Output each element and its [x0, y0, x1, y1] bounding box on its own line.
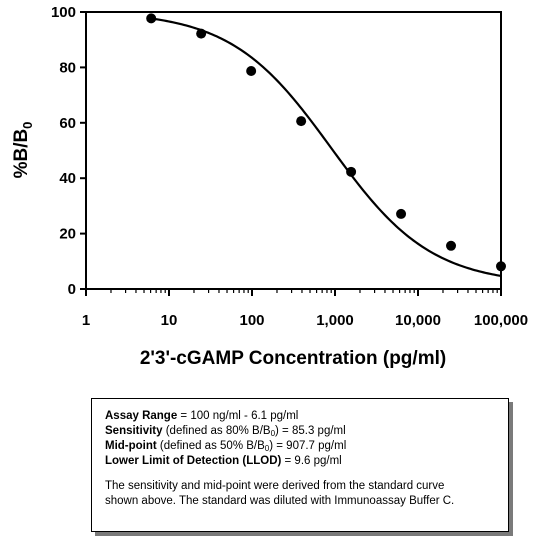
data-point: [446, 240, 457, 251]
x-axis-title: 2'3'-cGAMP Concentration (pg/ml): [140, 348, 446, 369]
assay-note: The sensitivity and mid-point were deriv…: [105, 479, 498, 509]
plot-frame: [85, 11, 502, 290]
x-tick-label: 1,000: [316, 312, 354, 329]
sensitivity-value: ) = 85.3 pg/ml: [275, 425, 346, 437]
data-point: [496, 261, 506, 272]
sensitivity-definition: (defined as 80% B/B: [162, 425, 271, 437]
sensitivity-label: Sensitivity: [105, 425, 163, 437]
midpoint-subscript: 0: [264, 444, 270, 453]
y-axis-title: %B/B0: [11, 122, 35, 179]
fit-curve: [151, 17, 502, 278]
assay-range-value: = 100 ng/ml - 6.1 pg/ml: [177, 410, 299, 422]
standard-curve-chart: 0 20 40 60 80 100 1 10 100 1,000 10,000 100,000 2'3…: [11, 4, 528, 369]
x-tick-label: 100: [239, 312, 264, 329]
y-tick-label: 100: [51, 4, 76, 21]
y-tick-label: 0: [68, 281, 76, 298]
midpoint-label: Mid-point: [105, 440, 157, 452]
sensitivity-subscript: 0: [270, 429, 276, 438]
y-axis-title-subscript: 0: [20, 122, 35, 129]
llod-value: = 9.6 pg/ml: [281, 455, 342, 467]
y-tick-label: 40: [59, 170, 76, 187]
data-point: [146, 13, 157, 24]
y-axis-title-main: %B/B: [11, 129, 32, 179]
y-tick-label: 80: [59, 59, 76, 76]
x-tick-label: 10: [161, 312, 178, 329]
assay-range-label: Assay Range: [105, 410, 178, 422]
midpoint-value: ) = 907.7 pg/ml: [269, 440, 347, 452]
llod-line: Lower Limit of Detection (LLOD) = 9.6 pg…: [105, 454, 498, 469]
data-point: [396, 208, 407, 219]
y-tick-label: 60: [59, 115, 76, 132]
data-point: [296, 116, 307, 127]
x-tick-label: 1: [82, 312, 90, 329]
data-point: [346, 166, 357, 177]
x-tick-label: 10,000: [395, 312, 441, 329]
midpoint-definition: (defined as 50% B/B: [156, 440, 265, 452]
midpoint-line: Mid-point (defined as 50% B/B0) = 907.7 …: [105, 439, 498, 454]
data-point: [196, 28, 207, 39]
assay-range-line: Assay Range = 100 ng/ml - 6.1 pg/ml: [105, 409, 498, 424]
x-tick-label: 100,000: [474, 312, 528, 329]
plot-area: 0 20 40 60 80 100 1 10 100 1,000 10,000 100,000: [51, 4, 528, 329]
data-point: [246, 66, 257, 77]
llod-label: Lower Limit of Detection (LLOD): [105, 455, 282, 467]
sensitivity-line: Sensitivity (defined as 80% B/B0) = 85.3…: [105, 424, 498, 439]
assay-note-line-1: The sensitivity and mid-point were deriv…: [105, 480, 445, 492]
assay-note-line-2: shown above. The standard was diluted wi…: [105, 495, 455, 507]
assay-info-box: Assay Range = 100 ng/ml - 6.1 pg/ml Sens…: [91, 398, 509, 532]
y-tick-label: 20: [59, 226, 76, 243]
